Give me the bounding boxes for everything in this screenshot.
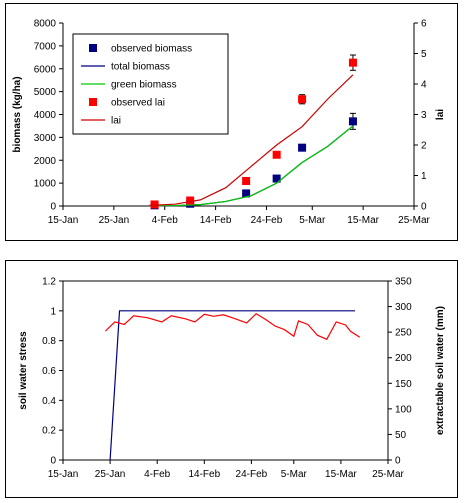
y2-tick-label: 3: [421, 110, 427, 121]
x-tick-label: 14-Feb: [188, 469, 220, 480]
y-tick-label: 0.6: [42, 366, 56, 377]
lai-line: [149, 74, 354, 206]
x-tick-label: 4-Feb: [152, 215, 179, 226]
y2-tick-label: 100: [395, 404, 412, 415]
observed-lai-point: [150, 200, 159, 209]
y-tick-label: 1: [50, 306, 56, 317]
x-tick-label: 15-Mar: [347, 215, 379, 226]
y2-tick-label: 350: [395, 277, 412, 288]
y-tick-label: 2000: [34, 156, 57, 167]
y-tick-label: 0.2: [42, 426, 56, 437]
x-tick-label: 25-Mar: [398, 215, 430, 226]
y2-tick-label: 50: [395, 430, 407, 441]
x-tick-label: 5-Mar: [299, 215, 326, 226]
y-tick-label: 0: [50, 202, 56, 213]
x-tick-label: 15-Jan: [48, 215, 79, 226]
y-axis-label: soil water stress: [18, 331, 29, 410]
y-tick-label: 6000: [34, 64, 57, 75]
x-tick-label: 15-Jan: [48, 469, 79, 480]
y-tick-label: 0.8: [42, 336, 56, 347]
y2-tick-label: 2: [421, 141, 427, 152]
y-tick-label: 8000: [34, 19, 57, 30]
x-tick-label: 24-Feb: [251, 215, 283, 226]
x-tick-label: 4-Feb: [144, 469, 171, 480]
x-tick-label: 24-Feb: [236, 469, 268, 480]
observed-lai-point: [272, 150, 281, 159]
legend-entry: green biomass: [111, 80, 177, 91]
y-tick-label: 7000: [34, 41, 57, 52]
legend-entry: lai: [111, 116, 121, 127]
y-tick-label: 1000: [34, 179, 57, 190]
soil-water-chart-panel: 15-Jan 25-Jan 4-Feb 14-Feb 24-Feb 5-Mar 15-Mar…: [5, 260, 458, 498]
series-1-line: [104, 312, 361, 341]
y-tick-label: 4000: [34, 110, 57, 121]
y2-axis-label: extractable soil water (mm): [435, 306, 446, 435]
y-tick-label: 5000: [34, 87, 57, 98]
x-tick-label: 25-Jan: [95, 469, 126, 480]
y-tick-label: 0: [50, 456, 56, 467]
y-tick-label: 3000: [34, 133, 57, 144]
y2-tick-label: 250: [395, 328, 412, 339]
y2-tick-label: 5: [421, 49, 427, 60]
biomass-lai-chart: 15-Jan 25-Jan 4-Feb 14-Feb 24-Feb 5-Mar 15-Mar…: [12, 19, 446, 227]
x-tick-label: 25-Mar: [372, 469, 404, 480]
observed-biomass-point: [298, 143, 307, 152]
y2-tick-label: 0: [395, 456, 401, 467]
soil-water-chart: 15-Jan 25-Jan 4-Feb 14-Feb 24-Feb 5-Mar 15-Mar…: [18, 277, 446, 481]
observed-lai-point: [242, 176, 251, 185]
observed-biomass-point: [242, 189, 251, 198]
observed-biomass-point: [348, 117, 357, 126]
series-0-line: [109, 310, 356, 461]
y2-tick-label: 0: [421, 202, 427, 213]
legend-swatch-marker: [89, 44, 97, 52]
biomass-lai-chart-panel: 15-Jan 25-Jan 4-Feb 14-Feb 24-Feb 5-Mar 15-Mar…: [5, 3, 458, 241]
y2-tick-label: 6: [421, 19, 427, 30]
green-biomass-line: [149, 125, 354, 207]
x-tick-label: 5-Mar: [281, 469, 308, 480]
y2-tick-label: 4: [421, 80, 427, 91]
legend-swatch-marker: [89, 98, 97, 106]
y-tick-label: 0.4: [42, 396, 56, 407]
observed-lai-point: [348, 58, 357, 67]
y-axis-label: biomass (kg/ha): [12, 76, 23, 152]
y2-tick-label: 150: [395, 379, 412, 390]
y-tick-label: 1.2: [42, 277, 56, 288]
y2-tick-label: 300: [395, 302, 412, 313]
legend-entry: observed biomass: [111, 44, 192, 55]
legend-entry: total biomass: [111, 62, 170, 73]
x-tick-label: 25-Jan: [99, 215, 130, 226]
y2-axis-label: lai: [435, 109, 446, 120]
observed-lai-point: [186, 196, 195, 205]
x-tick-label: 14-Feb: [200, 215, 232, 226]
observed-biomass-point: [272, 174, 281, 183]
x-tick-label: 15-Mar: [325, 469, 357, 480]
y2-tick-label: 1: [421, 171, 427, 182]
y2-tick-label: 200: [395, 353, 412, 364]
legend-entry: observed lai: [111, 98, 165, 109]
observed-lai-point: [298, 95, 307, 104]
